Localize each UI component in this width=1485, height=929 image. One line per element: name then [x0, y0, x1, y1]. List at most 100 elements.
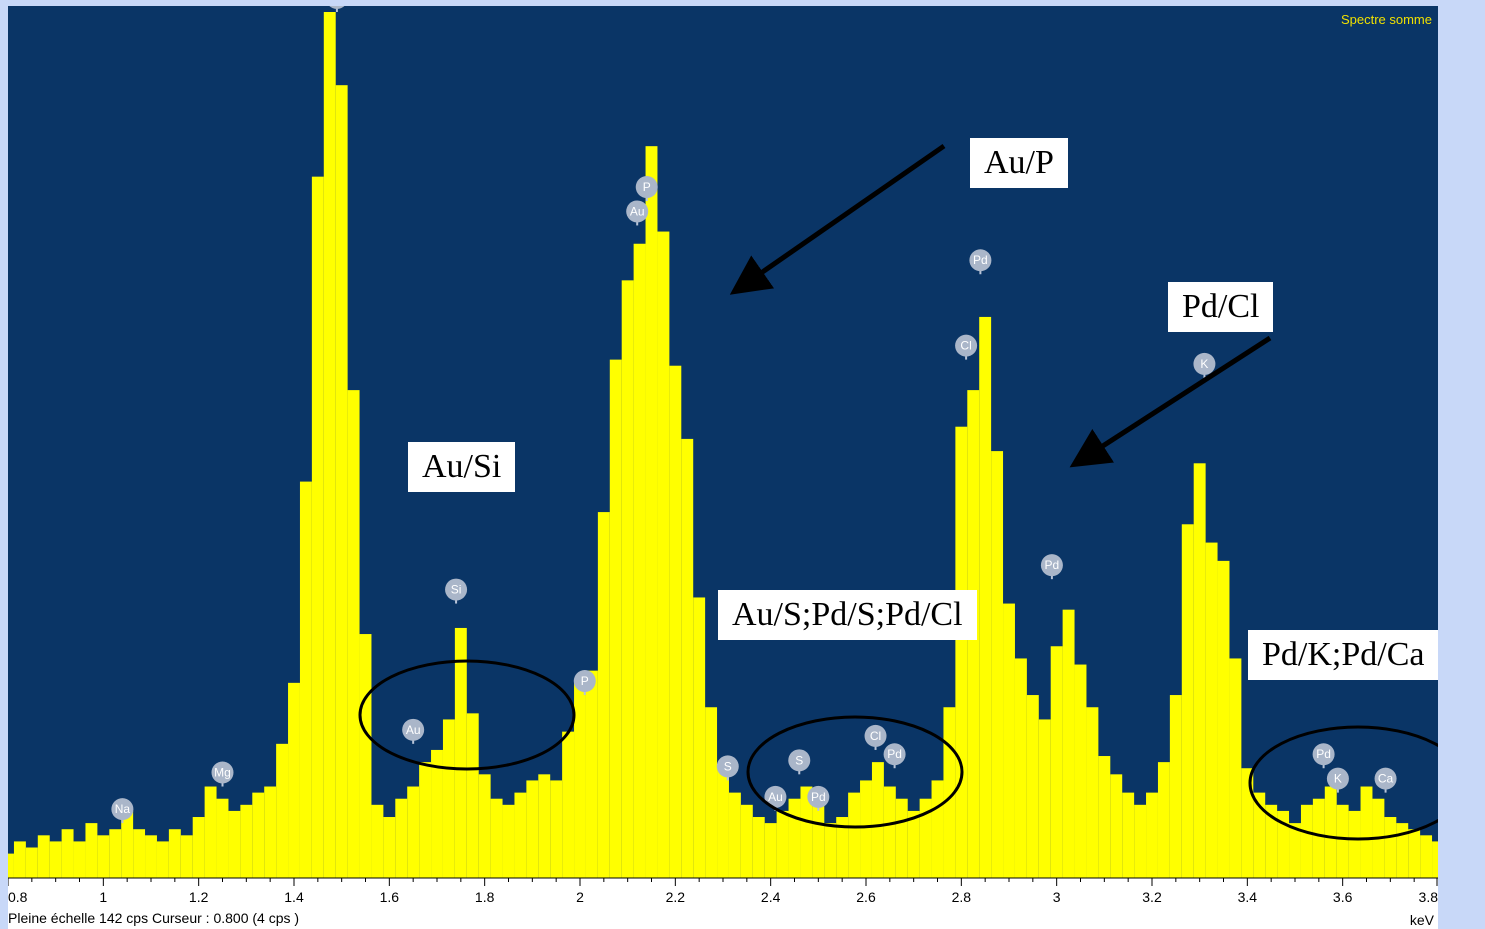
peak-label: Cl: [870, 729, 881, 743]
peak-label: Au: [630, 204, 645, 218]
annotation-pd-cl: Pd/Cl: [1168, 282, 1274, 332]
spectrum-bar: [192, 817, 205, 878]
spectrum-bar: [871, 762, 884, 878]
spectrum-bar: [1408, 829, 1421, 878]
spectrum-bar: [1134, 804, 1147, 878]
spectrum-bar: [490, 798, 503, 878]
spectrum-bar: [49, 841, 62, 878]
peak-label: Pd: [973, 253, 988, 267]
spectrum-chart: NaMgAlAuSiPAuPSAuSPdClPdClPdPdKPdKCa 0.8…: [8, 6, 1438, 905]
status-readout: Pleine échelle 142 cps Curseur : 0.800 (…: [8, 910, 300, 926]
spectrum-bar: [347, 390, 360, 878]
peak-marker: [573, 670, 596, 693]
spectrum-bar: [371, 804, 384, 878]
spectrum-bar: [1146, 792, 1158, 878]
spectrum-bar: [1098, 756, 1111, 878]
peak-label: Si: [451, 583, 462, 597]
peak-label: K: [1200, 357, 1208, 371]
spectrum-bar: [1122, 792, 1135, 878]
spectrum-bar: [514, 792, 527, 878]
spectrum-bar: [931, 780, 944, 878]
spectrum-bar: [419, 762, 432, 878]
peak-marker: [969, 249, 992, 272]
peak-marker: [211, 761, 234, 784]
x-tick-label: 1.2: [189, 889, 209, 905]
spectrum-bar: [776, 810, 789, 878]
peak-marker: [883, 743, 906, 766]
spectrum-bar: [502, 804, 515, 878]
spectrum-bar: [1312, 798, 1325, 878]
x-tick-label: 1.6: [380, 889, 400, 905]
spectrum-bar: [478, 774, 491, 878]
spectrum-bar: [25, 847, 38, 878]
x-tick-label: 2: [576, 889, 584, 905]
x-axis-ticks: 0.8 1 1.2 1.4 1.6 1.8 2 2.2 2.4 2.6 2.8 3 3.2 3.4 3.6 3…: [8, 878, 1438, 905]
x-tick-label: 3.4: [1238, 889, 1258, 905]
spectrum-bar: [1432, 841, 1438, 878]
spectrum-bar: [395, 798, 408, 878]
x-tick-label: 2.4: [761, 889, 781, 905]
spectrum-bar: [812, 804, 825, 878]
x-tick-label: 3: [1053, 889, 1061, 905]
peak-marker: [864, 724, 887, 747]
spectrum-bar: [1157, 762, 1170, 878]
spectrum-bar: [1300, 804, 1313, 878]
annotation-ellipse: [1248, 725, 1438, 841]
spectrum-bar: [323, 12, 336, 878]
spectrum-bar: [943, 707, 956, 878]
spectrum-bar: [621, 280, 634, 879]
spectrum-bar: [1026, 695, 1039, 878]
spectrum-bar: [883, 786, 896, 878]
spectrum-bar: [13, 841, 26, 878]
spectrum-bar: [955, 426, 968, 878]
spectrum-bar: [288, 682, 300, 878]
spectrum-bar: [824, 823, 837, 878]
peak-marker: [1040, 554, 1063, 577]
peak-marker: [1312, 743, 1335, 766]
x-tick-label: 1.8: [475, 889, 495, 905]
spectrum-bar: [1384, 817, 1397, 878]
spectrum-bar: [359, 634, 372, 878]
spectrum-bar: [979, 316, 992, 878]
spectrum-bar: [836, 817, 849, 878]
annotation-ellipse: [746, 715, 964, 829]
peak-marker: [111, 798, 134, 821]
spectrum-bar: [860, 780, 872, 878]
peak-label: Pd: [1316, 747, 1331, 761]
spectrum-bar: [895, 798, 908, 878]
spectrum-bar: [585, 670, 598, 878]
spectrum-bar: [764, 823, 777, 878]
spectrum-bar: [848, 792, 861, 878]
spectrum-bar: [1360, 786, 1373, 878]
spectrum-bar: [454, 627, 467, 878]
spectrum-bar: [562, 731, 575, 878]
annotation-au-p: Au/P: [970, 138, 1068, 188]
spectrum-bar: [168, 829, 181, 878]
peak-label: K: [1334, 772, 1342, 786]
spectrum-bar: [1193, 463, 1206, 878]
peak-label: P: [581, 674, 589, 688]
spectrum-bar: [669, 365, 682, 878]
spectrum-bar: [1110, 774, 1123, 878]
spectrum-bar: [466, 713, 479, 878]
annotation-arrow: [729, 143, 946, 295]
spectrum-bar: [1205, 542, 1218, 878]
peak-label: Mg: [214, 766, 231, 780]
peak-labels: NaMgAlAuSiPAuPSAuSPdClPdClPdPdKPdKCa: [111, 6, 1397, 824]
peak-marker: [626, 200, 649, 223]
spectrum-bar: [1074, 664, 1087, 878]
x-axis-unit: keV: [1409, 912, 1434, 928]
spectrum-bar: [442, 719, 455, 878]
peak-label: P: [643, 180, 651, 194]
spectrum-bar: [1181, 524, 1194, 878]
spectrum-bar: [121, 810, 134, 878]
x-tick-label: 0.8: [8, 889, 28, 905]
spectrum-bar: [228, 810, 241, 878]
spectrum-bar: [1348, 810, 1361, 878]
spectrum-bar: [1336, 804, 1349, 878]
spectrum-bar: [1169, 695, 1182, 878]
x-tick-label: 2.8: [952, 889, 972, 905]
spectrum-bar: [311, 176, 324, 878]
spectrum-bar: [383, 817, 396, 878]
spectrum-bar: [1253, 792, 1266, 878]
